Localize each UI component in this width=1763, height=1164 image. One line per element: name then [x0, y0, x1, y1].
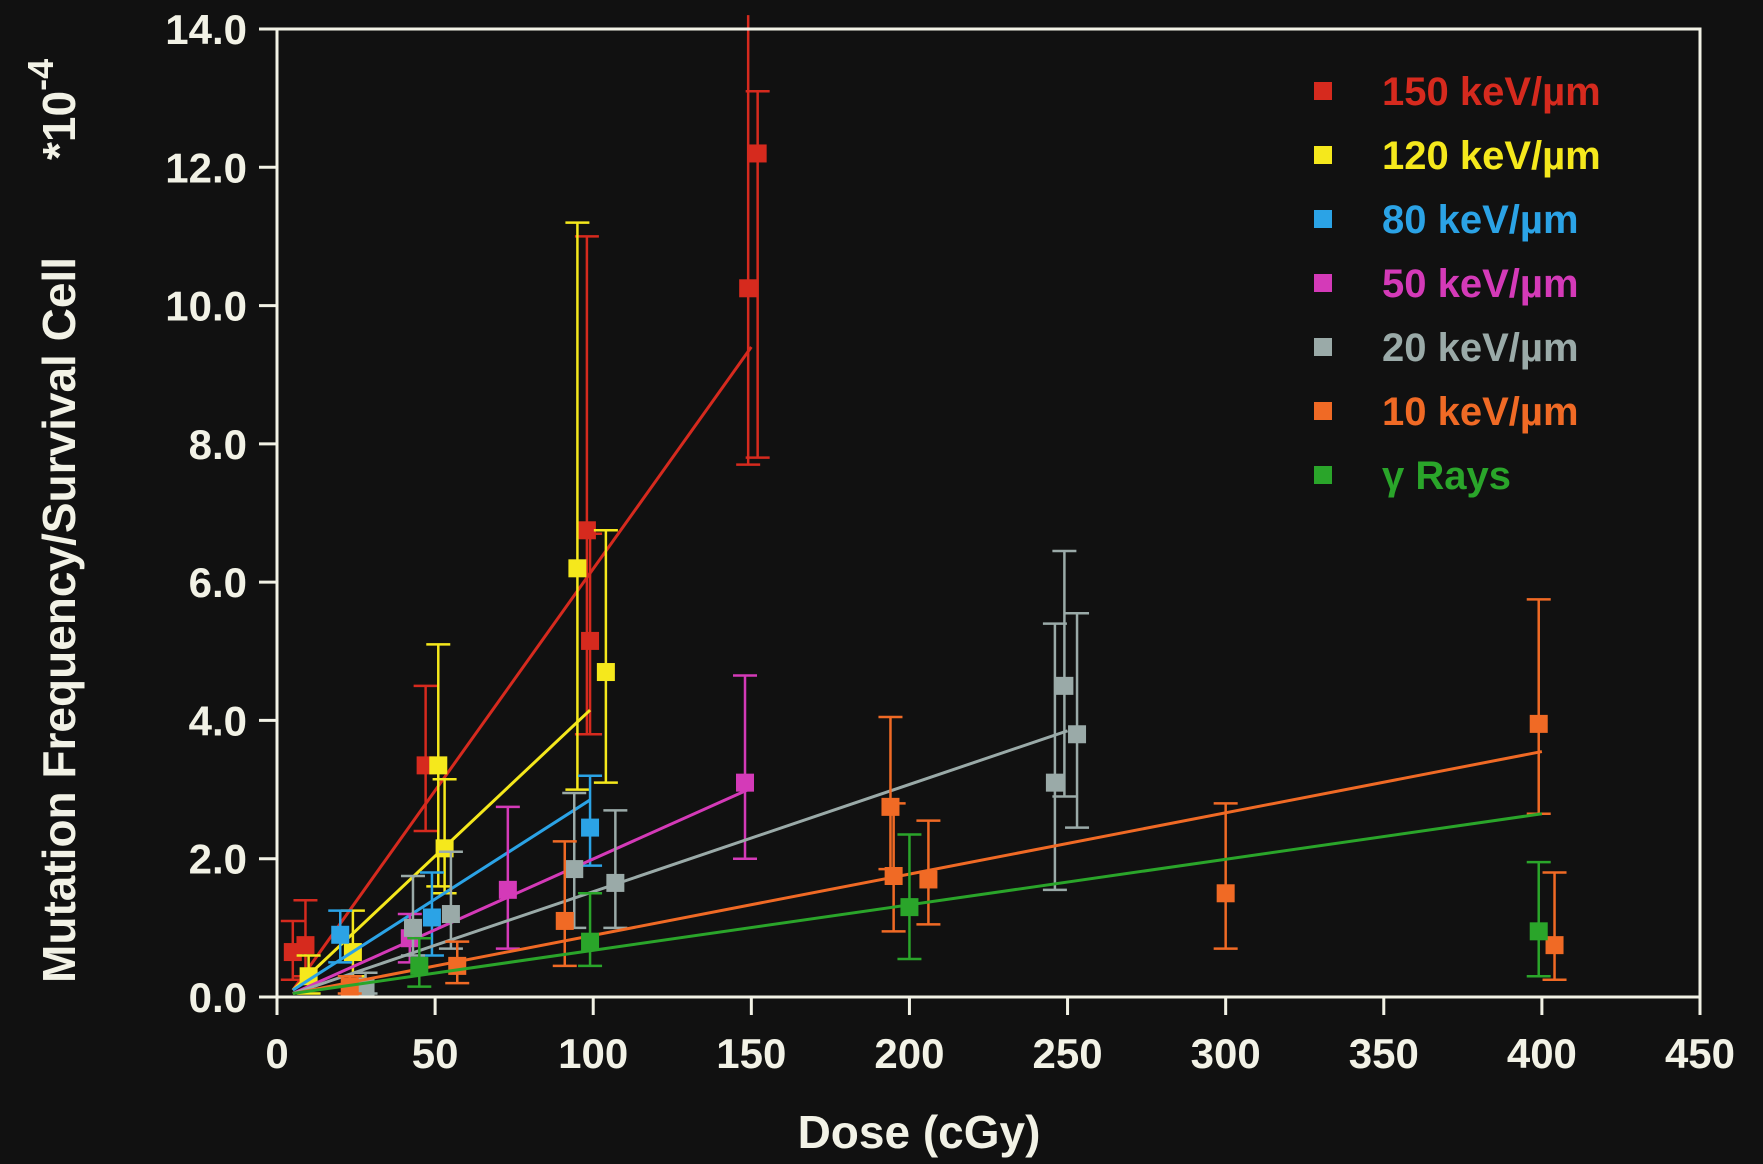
- series-4: [292, 549, 1090, 996]
- data-point: [403, 918, 422, 937]
- data-point: [739, 279, 758, 298]
- data-point: [410, 956, 429, 975]
- fit-line: [292, 788, 749, 995]
- data-point: [1545, 936, 1564, 955]
- plot-area: [280, 15, 1567, 996]
- data-point: [429, 756, 448, 775]
- data-point: [422, 908, 441, 927]
- svg-text:*10-4: *10-4: [20, 59, 85, 160]
- series-6: [292, 812, 1551, 996]
- fit-line: [291, 346, 753, 991]
- y-tick-label: 6.0: [189, 559, 247, 606]
- data-point: [606, 873, 625, 892]
- x-tick-label: 0: [265, 1030, 288, 1077]
- data-point: [596, 663, 615, 682]
- x-tick-label: 250: [1033, 1030, 1103, 1077]
- data-point: [1055, 676, 1074, 695]
- y-axis-multiplier: *10-4: [20, 59, 85, 160]
- data-point: [568, 559, 587, 578]
- legend-marker: [1314, 146, 1332, 164]
- legend-item: 10 keV/µm: [1314, 390, 1579, 434]
- legend-marker: [1314, 210, 1332, 228]
- legend-label: 80 keV/µm: [1382, 198, 1579, 242]
- fit-line: [292, 729, 1069, 995]
- legend-item: 80 keV/µm: [1314, 198, 1579, 242]
- legend-label: γ Rays: [1382, 454, 1511, 498]
- y-tick-label: 2.0: [189, 836, 247, 883]
- legend-item: 120 keV/µm: [1314, 134, 1601, 178]
- data-point: [1529, 922, 1548, 941]
- data-point: [581, 631, 600, 650]
- x-tick-label: 200: [874, 1030, 944, 1077]
- y-multiplier-exponent: -4: [20, 59, 61, 91]
- data-point: [748, 144, 767, 163]
- y-tick-label: 12.0: [165, 144, 247, 191]
- y-multiplier-base: *10: [33, 91, 85, 160]
- legend-item: 150 keV/µm: [1314, 70, 1601, 114]
- legend-label: 10 keV/µm: [1382, 390, 1579, 434]
- data-point: [1068, 725, 1087, 744]
- legend-label: 50 keV/µm: [1382, 262, 1579, 306]
- data-point: [441, 905, 460, 924]
- data-point: [736, 773, 755, 792]
- legend-label: 150 keV/µm: [1382, 70, 1601, 114]
- x-tick-label: 150: [716, 1030, 786, 1077]
- data-point: [900, 898, 919, 917]
- legend-item: 20 keV/µm: [1314, 326, 1579, 370]
- axes: 0 50 100 150 200 250 300 350 400 450 0.0 2.0 4.0 6.0 8…: [165, 6, 1735, 1077]
- series-5: [292, 598, 1567, 996]
- data-point: [331, 925, 350, 944]
- y-tick-label: 14.0: [165, 6, 247, 53]
- y-tick-label: 4.0: [189, 697, 247, 744]
- legend-label: 120 keV/µm: [1382, 134, 1601, 178]
- data-point: [1529, 714, 1548, 733]
- data-point: [1216, 884, 1235, 903]
- x-tick-label: 300: [1191, 1030, 1261, 1077]
- data-point: [555, 911, 574, 930]
- y-tick-label: 8.0: [189, 421, 247, 468]
- x-axis-title: Dose (cGy): [798, 1106, 1041, 1158]
- y-tick-label: 0.0: [189, 974, 247, 1021]
- data-point: [881, 797, 900, 816]
- data-point: [1045, 773, 1064, 792]
- data-point: [884, 867, 903, 885]
- data-point: [296, 936, 315, 955]
- data-point: [581, 932, 600, 951]
- legend-item: γ Rays: [1314, 454, 1511, 498]
- x-tick-label: 400: [1507, 1030, 1577, 1077]
- legend-item: 50 keV/µm: [1314, 262, 1579, 306]
- data-point: [581, 818, 600, 837]
- data-point: [919, 870, 938, 889]
- series-2: [292, 774, 603, 992]
- y-axis-title: Mutation Frequency/Survival Cell: [33, 257, 85, 983]
- plot-frame: [275, 27, 1702, 999]
- y-tick-label: 10.0: [165, 283, 247, 330]
- data-point: [498, 880, 517, 899]
- axis-titles: Dose (cGy) Mutation Frequency/Survival C…: [20, 59, 1040, 1158]
- x-tick-label: 450: [1665, 1030, 1735, 1077]
- data-point: [565, 860, 584, 879]
- legend-marker: [1314, 274, 1332, 292]
- x-tick-label: 100: [558, 1030, 628, 1077]
- legend-marker: [1314, 402, 1332, 420]
- legend-marker: [1314, 82, 1332, 100]
- legend-label: 20 keV/µm: [1382, 326, 1579, 370]
- data-point: [299, 967, 318, 986]
- legend: 150 keV/µm 120 keV/µm 80 keV/µm 50 keV/µm 20…: [1314, 70, 1601, 498]
- x-tick-label: 350: [1349, 1030, 1419, 1077]
- legend-marker: [1314, 466, 1332, 484]
- x-tick-label: 50: [412, 1030, 459, 1077]
- fit-line: [292, 750, 1543, 996]
- data-point: [577, 521, 596, 540]
- fit-line: [292, 798, 591, 992]
- legend-marker: [1314, 338, 1332, 356]
